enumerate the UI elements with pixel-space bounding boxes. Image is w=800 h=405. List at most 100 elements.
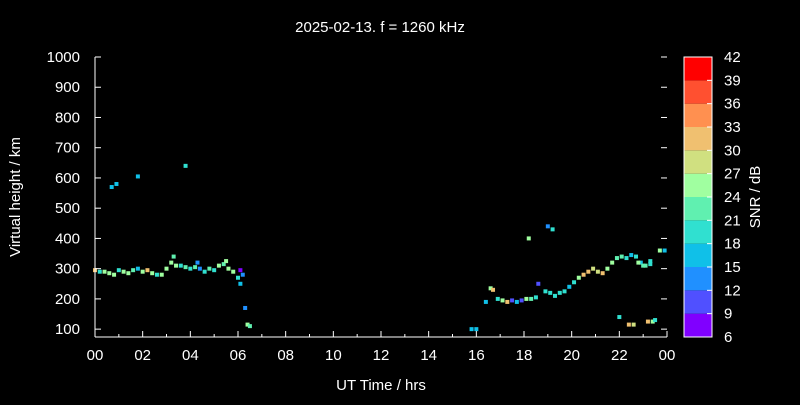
x-tick-label: 04	[182, 347, 199, 364]
data-point	[488, 286, 493, 291]
colorbar-tick-label: 6	[724, 329, 732, 346]
y-tick-label: 600	[55, 170, 80, 187]
data-point	[572, 280, 577, 285]
data-point	[648, 262, 653, 267]
x-tick-label: 00	[659, 347, 676, 364]
data-point	[226, 266, 231, 271]
colorbar-segment	[684, 197, 712, 221]
data-point	[636, 260, 641, 265]
data-point	[533, 295, 538, 300]
data-point	[154, 272, 159, 277]
colorbar-tick-label: 12	[724, 282, 741, 299]
data-point	[619, 254, 624, 259]
colorbar-tick-label: 30	[724, 142, 741, 159]
data-point	[240, 272, 245, 277]
data-point	[102, 269, 107, 274]
x-axis-label: UT Time / hrs	[336, 377, 426, 394]
data-point	[202, 269, 207, 274]
data-point	[550, 227, 555, 232]
y-tick-label: 500	[55, 200, 80, 217]
data-point	[183, 163, 188, 168]
data-point	[600, 271, 605, 276]
colorbar-tick-label: 18	[724, 236, 741, 253]
data-point	[645, 319, 650, 324]
data-point	[474, 327, 479, 332]
y-tick-label: 300	[55, 261, 80, 278]
data-point	[567, 284, 572, 289]
colorbar-segment	[684, 103, 712, 127]
data-point	[135, 266, 140, 271]
data-point	[617, 315, 622, 320]
data-point	[107, 271, 112, 276]
data-point	[169, 260, 174, 265]
data-point	[643, 263, 648, 268]
data-point	[529, 296, 534, 301]
data-point	[135, 174, 140, 179]
data-point	[614, 256, 619, 261]
data-point	[114, 181, 119, 186]
data-point	[591, 266, 596, 271]
data-point	[562, 289, 567, 294]
y-tick-label: 900	[55, 79, 80, 96]
colorbar-segment	[684, 220, 712, 244]
data-point	[238, 268, 243, 273]
data-point	[634, 254, 639, 259]
data-point	[626, 322, 631, 327]
x-tick-label: 22	[611, 347, 628, 364]
colorbar-segment	[684, 313, 712, 337]
data-point	[116, 268, 121, 273]
data-point	[212, 268, 217, 273]
data-point	[526, 236, 531, 241]
y-tick-label: 800	[55, 109, 80, 126]
data-point	[224, 259, 229, 264]
data-point	[653, 318, 658, 323]
data-point	[500, 298, 505, 303]
chart-title: 2025-02-13. f = 1260 kHz	[295, 19, 465, 36]
data-point	[238, 281, 243, 286]
colorbar-tick-label: 9	[724, 306, 732, 323]
data-point	[159, 272, 164, 277]
colorbar-segment	[684, 127, 712, 151]
colorbar-tick-label: 42	[724, 49, 741, 66]
data-point	[586, 269, 591, 274]
x-tick-label: 18	[516, 347, 533, 364]
data-point	[595, 269, 600, 274]
colorbar-segment	[684, 150, 712, 174]
data-point	[145, 268, 150, 273]
x-tick-label: 14	[420, 347, 437, 364]
data-point	[97, 269, 102, 274]
data-point	[247, 324, 252, 329]
colorbar: 6 9 12 15 18 21 24 27 30 33 36 39 42	[683, 49, 741, 346]
data-point	[109, 185, 114, 190]
data-point	[183, 265, 188, 270]
colorbar-segment	[684, 267, 712, 291]
x-tick-label: 08	[277, 347, 294, 364]
data-point	[491, 287, 496, 292]
data-point	[545, 224, 550, 229]
colorbar-tick-label: 36	[724, 96, 741, 113]
colorbar-tick-label: 27	[724, 166, 741, 183]
data-point	[121, 269, 126, 274]
data-point	[624, 256, 629, 261]
colorbar-tick-label: 39	[724, 72, 741, 89]
data-point	[524, 296, 529, 301]
data-point	[648, 259, 653, 264]
data-point	[164, 266, 169, 271]
data-point	[483, 299, 488, 304]
data-point	[536, 281, 541, 286]
data-point	[174, 263, 179, 268]
data-point	[519, 298, 524, 303]
data-point	[221, 262, 226, 267]
data-point	[662, 248, 667, 253]
x-tick-label: 16	[468, 347, 485, 364]
data-point	[112, 272, 117, 277]
y-axis-label: Virtual height / km	[7, 137, 24, 257]
colorbar-segment	[684, 80, 712, 104]
data-point	[505, 299, 510, 304]
colorbar-segment	[684, 290, 712, 314]
data-point	[188, 266, 193, 271]
x-tick-label: 02	[134, 347, 151, 364]
data-point	[216, 263, 221, 268]
data-point	[150, 271, 155, 276]
colorbar-segment	[684, 57, 712, 81]
